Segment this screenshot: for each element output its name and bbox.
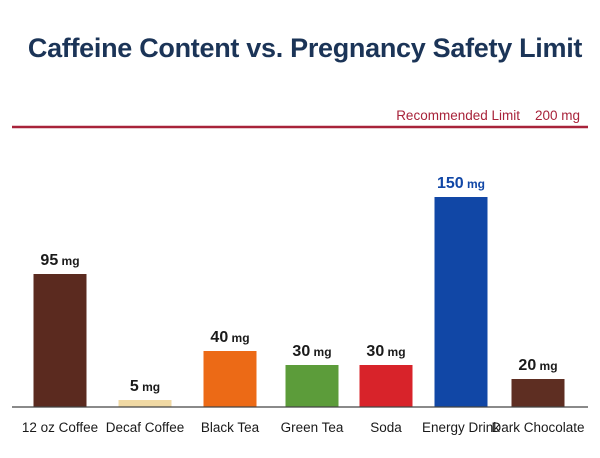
value-label-decaf-coffee: 5 mg: [130, 378, 160, 395]
bar-green-tea: [285, 365, 339, 407]
recommended-limit-value: 200 mg: [535, 108, 580, 123]
category-label-decaf-coffee: Decaf Coffee: [106, 420, 185, 435]
bar-decaf-coffee: [118, 400, 172, 407]
value-label-12-oz-coffee: 95 mg: [40, 252, 79, 269]
value-label-energy-drink: 150 mg: [437, 175, 485, 192]
category-label-12-oz-coffee: 12 oz Coffee: [22, 420, 98, 435]
bars-group: [33, 197, 565, 407]
category-label-dark-chocolate: Dark Chocolate: [491, 420, 584, 435]
category-label-black-tea: Black Tea: [201, 420, 260, 435]
recommended-limit-label: Recommended Limit: [396, 108, 520, 123]
value-label-black-tea: 40 mg: [210, 329, 249, 346]
bar-black-tea: [203, 351, 257, 407]
bar-12-oz-coffee: [33, 274, 87, 407]
value-label-green-tea: 30 mg: [292, 343, 331, 360]
bar-soda: [359, 365, 413, 407]
chart-title: Caffeine Content vs. Pregnancy Safety Li…: [28, 33, 583, 63]
category-label-energy-drink: Energy Drink: [422, 420, 500, 435]
bar-dark-chocolate: [511, 379, 565, 407]
category-label-green-tea: Green Tea: [281, 420, 344, 435]
bar-energy-drink: [434, 197, 488, 407]
value-labels-group: 95 mg 5 mg 40 mg 30 mg 30 mg 150 mg 20 mg: [40, 175, 557, 395]
value-label-soda: 30 mg: [366, 343, 405, 360]
category-label-soda: Soda: [370, 420, 402, 435]
category-labels-group: 12 oz Coffee Decaf Coffee Black Tea Green T…: [22, 420, 585, 435]
value-label-dark-chocolate: 20 mg: [518, 357, 557, 374]
